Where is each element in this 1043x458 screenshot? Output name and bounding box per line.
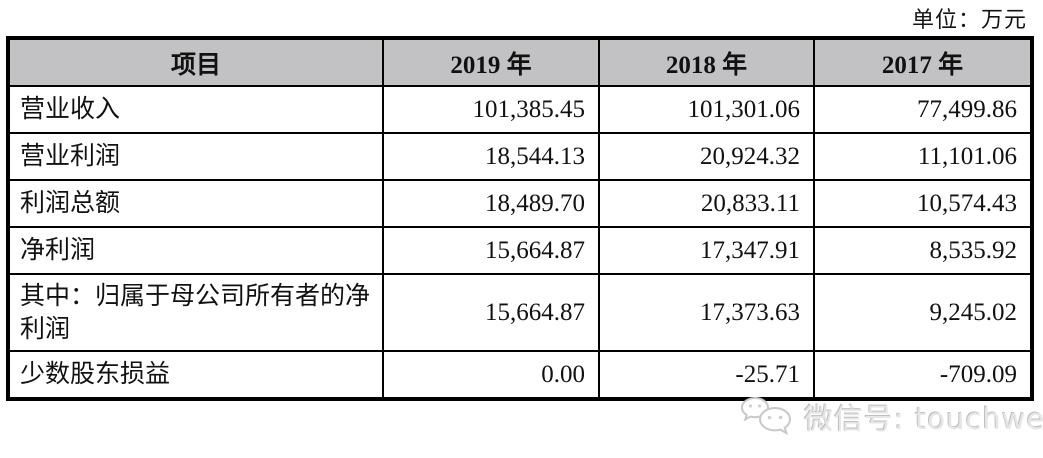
table-row-operating-revenue: 营业收入 101,385.45 101,301.06 77,499.86	[7, 85, 1033, 134]
table-row-net-profit-parent: 其中：归属于母公司所有者的净利润 15,664.87 17,373.63 9,2…	[7, 273, 1033, 352]
table-header-row: 项目 2019 年 2018 年 2017 年	[7, 37, 1033, 87]
table-row-total-profit: 利润总额 18,489.70 20,833.11 10,574.43	[7, 179, 1033, 228]
row-label: 利润总额	[7, 179, 384, 228]
row-label: 营业收入	[7, 85, 384, 134]
value-2017: 8,535.92	[813, 226, 1033, 275]
value-2018: 17,347.91	[598, 226, 815, 275]
value-2018: 20,833.11	[598, 179, 815, 228]
value-2019: 0.00	[382, 350, 600, 400]
value-2019: 15,664.87	[382, 273, 600, 352]
watermark: 微信号: touchweb	[738, 396, 1043, 438]
row-label: 净利润	[7, 226, 384, 275]
table-row-net-profit: 净利润 15,664.87 17,347.91 8,535.92	[7, 226, 1033, 275]
header-cell-item: 项目	[7, 37, 384, 87]
table-row-operating-profit: 营业利润 18,544.13 20,924.32 11,101.06	[7, 132, 1033, 181]
value-2017: 11,101.06	[813, 132, 1033, 181]
value-2018: -25.71	[598, 350, 815, 400]
value-2017: -709.09	[813, 350, 1033, 400]
value-2019: 101,385.45	[382, 85, 600, 134]
header-cell-2019: 2019 年	[382, 37, 600, 87]
value-2019: 18,489.70	[382, 179, 600, 228]
table-row-minority-interest: 少数股东损益 0.00 -25.71 -709.09	[7, 350, 1033, 400]
row-label: 营业利润	[7, 132, 384, 181]
wechat-icon	[738, 396, 796, 438]
value-2018: 101,301.06	[598, 85, 815, 134]
row-label: 少数股东损益	[7, 350, 384, 400]
value-2017: 10,574.43	[813, 179, 1033, 228]
value-2019: 18,544.13	[382, 132, 600, 181]
header-cell-2018: 2018 年	[598, 37, 815, 87]
financial-summary-table: 项目 2019 年 2018 年 2017 年 营业收入 101,385.45 …	[6, 36, 1034, 401]
watermark-text: 微信号: touchweb	[804, 402, 1043, 436]
value-2019: 15,664.87	[382, 226, 600, 275]
value-2017: 77,499.86	[813, 85, 1033, 134]
value-2017: 9,245.02	[813, 273, 1033, 352]
value-2018: 20,924.32	[598, 132, 815, 181]
row-label: 其中：归属于母公司所有者的净利润	[7, 273, 384, 352]
value-2018: 17,373.63	[598, 273, 815, 352]
unit-label: 单位：万元	[911, 7, 1027, 32]
header-cell-2017: 2017 年	[813, 37, 1033, 87]
